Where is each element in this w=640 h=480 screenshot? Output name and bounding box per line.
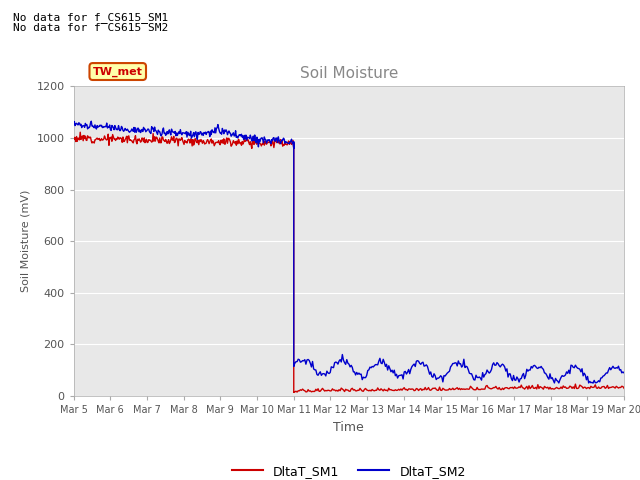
Text: No data for f̅CS615̅SM2: No data for f̅CS615̅SM2: [13, 23, 168, 33]
Title: Soil Moisture: Soil Moisture: [300, 66, 398, 81]
Legend: DltaT_SM1, DltaT_SM2: DltaT_SM1, DltaT_SM2: [227, 460, 471, 480]
Y-axis label: Soil Moisture (mV): Soil Moisture (mV): [21, 190, 31, 292]
Text: TW_met: TW_met: [93, 66, 143, 77]
Text: No data for f_CS615_SM1: No data for f_CS615_SM1: [13, 12, 168, 23]
X-axis label: Time: Time: [333, 420, 364, 433]
